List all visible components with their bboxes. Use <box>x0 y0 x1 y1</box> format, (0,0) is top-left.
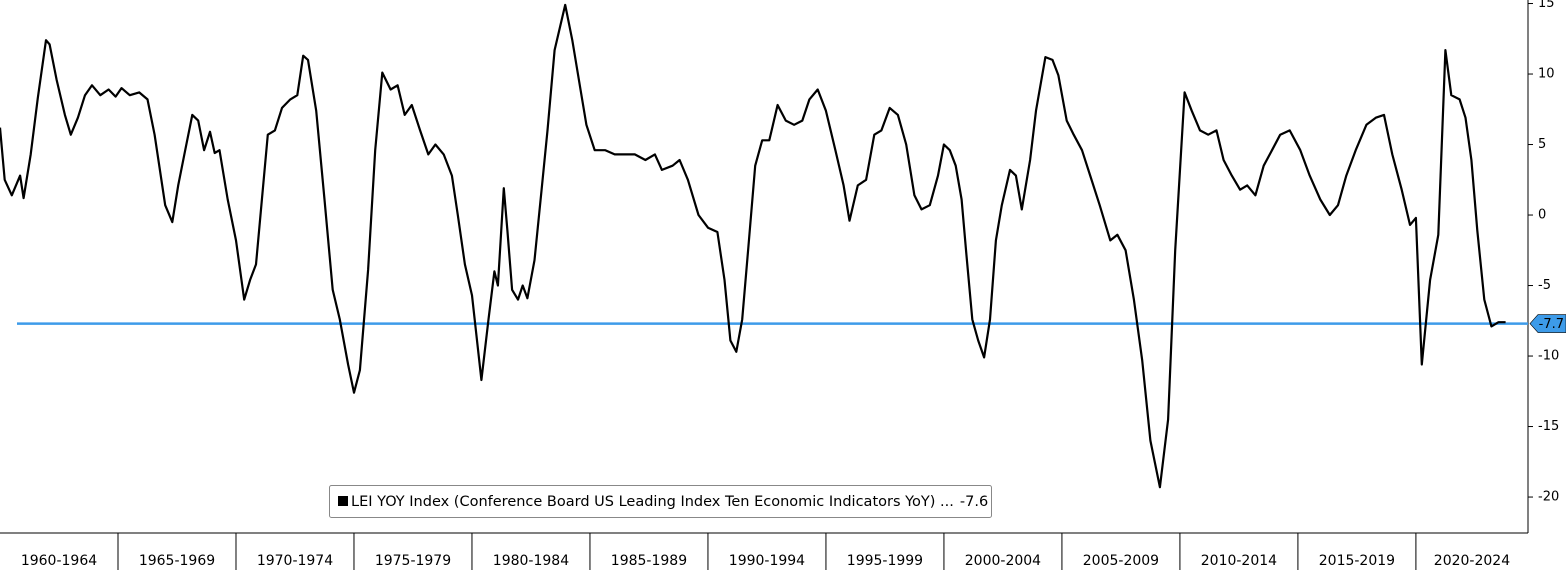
y-tick-label: -15 <box>1538 419 1559 434</box>
legend-swatch <box>338 496 348 506</box>
x-tick-label: 1990-1994 <box>729 553 805 569</box>
reference-label-box <box>1529 314 1566 333</box>
x-tick-label: 1960-1964 <box>21 553 97 569</box>
legend-label: LEI YOY Index (Conference Board US Leadi… <box>351 494 954 510</box>
y-tick-label: 15 <box>1538 0 1555 11</box>
x-tick-label: 1970-1974 <box>257 553 333 569</box>
x-tick-label: 1985-1989 <box>611 553 687 569</box>
y-tick-label: -5 <box>1538 278 1551 293</box>
x-tick-label: 1965-1969 <box>139 553 215 569</box>
x-tick-label: 1980-1984 <box>493 553 569 569</box>
x-tick-label: 2010-2014 <box>1201 553 1277 569</box>
legend-box <box>329 485 992 518</box>
legend-last-value: -7.6 <box>960 494 988 510</box>
y-tick-label: 10 <box>1538 67 1555 82</box>
reference-label: -7.7 <box>1539 317 1564 332</box>
x-tick-label: 2005-2009 <box>1083 553 1159 569</box>
series-line <box>0 3 1506 489</box>
y-tick-label: 0 <box>1538 208 1546 223</box>
x-tick-label: 2000-2004 <box>965 553 1041 569</box>
x-tick-label: 1975-1979 <box>375 553 451 569</box>
x-tick-label: 2020-2024 <box>1434 553 1510 569</box>
y-tick-label: 5 <box>1538 137 1546 152</box>
y-tick-label: -20 <box>1538 490 1559 505</box>
y-tick-label: -10 <box>1538 349 1559 364</box>
x-tick-label: 2015-2019 <box>1319 553 1395 569</box>
x-tick-label: 1995-1999 <box>847 553 923 569</box>
